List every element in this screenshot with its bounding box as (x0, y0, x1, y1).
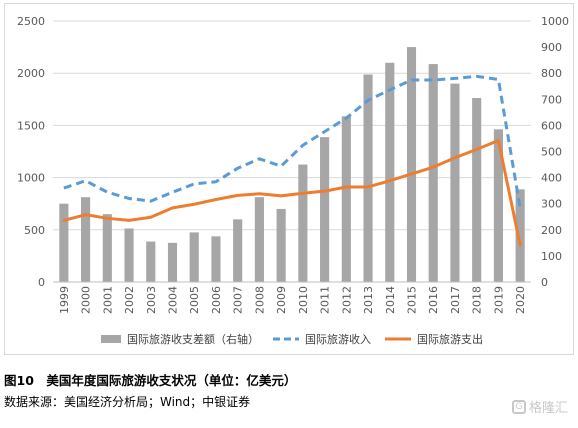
x-axis-tick-label: 2012 (340, 286, 353, 314)
x-axis-tick-label: 2014 (384, 286, 397, 314)
x-axis-tick-label: 2008 (253, 286, 266, 314)
bar (124, 228, 134, 282)
watermark: G 格隆汇 (511, 397, 568, 416)
x-axis-tick-label: 2013 (362, 286, 375, 314)
left-axis-tick-label: 500 (24, 224, 45, 237)
bar (254, 197, 264, 282)
chart-frame: 0 500 1000 1500 2000 2500 0 100 200 300 400 500 600 7… (4, 3, 574, 355)
bar (81, 197, 91, 282)
bar (298, 164, 308, 282)
right-axis-tick-label: 300 (541, 198, 562, 211)
x-axis-tick-label: 2002 (123, 286, 136, 314)
watermark-text: 格隆汇 (528, 401, 568, 416)
x-axis-tick-label: 2011 (319, 286, 332, 314)
bar (211, 236, 221, 282)
left-axis-tick-label: 1500 (17, 119, 45, 132)
x-axis-tick-label: 1999 (58, 286, 71, 314)
x-axis-tick-label: 2007 (232, 286, 245, 314)
bar (320, 137, 330, 282)
right-axis-tick-label: 600 (541, 119, 562, 132)
x-axis-tick-label: 2009 (275, 286, 288, 314)
chart-svg: 0 500 1000 1500 2000 2500 0 100 200 300 400 500 600 7… (17, 15, 569, 346)
expense-line (62, 139, 522, 247)
x-axis-tick-label: 2004 (167, 286, 180, 314)
legend-entry: 国际旅游收支差额（右轴） (127, 332, 259, 346)
bar (233, 219, 243, 282)
x-axis-tick-label: 2019 (492, 286, 505, 314)
right-axis-tick-label: 400 (541, 172, 562, 185)
right-axis-tick-label: 800 (541, 67, 562, 80)
x-axis-tick-label: 2001 (101, 286, 114, 314)
bar (493, 129, 503, 282)
bar (59, 203, 69, 282)
income-line (63, 74, 522, 209)
bar (428, 64, 438, 282)
right-axis-tick-label: 1000 (541, 15, 569, 28)
bar (102, 214, 112, 282)
bar (406, 47, 417, 282)
x-axis-tick-label: 2018 (471, 286, 484, 314)
legend-entry: 国际旅游支出 (417, 332, 483, 346)
right-axis-tick-label: 700 (541, 93, 562, 106)
x-axis-tick-label: 2015 (406, 286, 419, 314)
left-axis-tick-label: 1000 (17, 172, 45, 185)
x-axis-tick-label: 2016 (427, 286, 440, 314)
x-axis-tick-label: 2020 (514, 286, 527, 314)
glh-logo-icon: G (511, 399, 526, 414)
bar (341, 116, 351, 282)
legend-swatch-bar (101, 335, 121, 343)
left-axis-tick-label: 2500 (17, 15, 45, 28)
bar (167, 242, 178, 282)
x-axis-tick-label: 2010 (297, 286, 310, 314)
figure-source: 数据来源：美国经济分析局；Wind；中银证券 (4, 395, 251, 409)
bar (385, 62, 395, 283)
figure-caption: 图10 美国年度国际旅游收支状况（单位：亿美元） (4, 373, 297, 388)
bar (189, 232, 199, 282)
left-axis-tick-label: 2000 (17, 67, 45, 80)
bar (472, 97, 482, 283)
bar (515, 189, 525, 282)
bar (363, 74, 373, 282)
bar (146, 241, 156, 282)
bar (450, 83, 460, 282)
legend-entry: 国际旅游收入 (305, 332, 371, 346)
x-axis-tick-label: 2017 (449, 286, 462, 314)
x-axis-tick-label: 2005 (188, 286, 201, 314)
bar (276, 208, 286, 282)
right-axis-tick-label: 900 (541, 41, 562, 54)
right-axis-tick-label: 500 (541, 146, 562, 159)
left-axis-tick-label: 0 (38, 276, 45, 289)
right-axis-tick-label: 200 (541, 224, 562, 237)
x-axis-tick-label: 2003 (145, 286, 158, 314)
right-axis-tick-label: 0 (541, 276, 548, 289)
right-axis-tick-label: 100 (541, 250, 562, 263)
x-axis-tick-label: 2006 (210, 286, 223, 314)
x-axis-tick-label: 2000 (80, 286, 93, 314)
